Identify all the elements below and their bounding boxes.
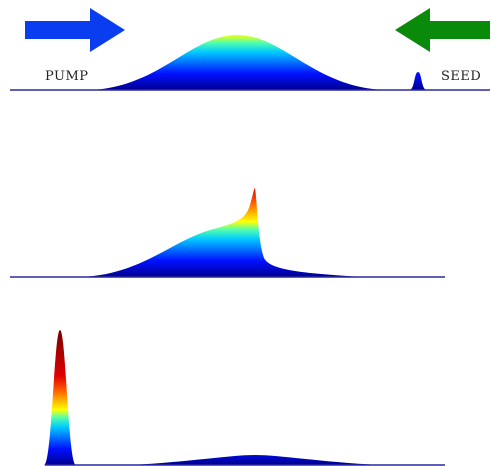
pump-arrow [25, 8, 125, 52]
pump-label: PUMP [45, 69, 89, 84]
seed-label: SEED [441, 69, 481, 84]
seed-arrow [395, 8, 490, 52]
depleted-pump [130, 455, 380, 465]
seed-pulse [409, 72, 427, 90]
interaction-pulse [80, 188, 362, 277]
amplified-seed [44, 330, 76, 465]
pump-pulse [88, 35, 386, 90]
